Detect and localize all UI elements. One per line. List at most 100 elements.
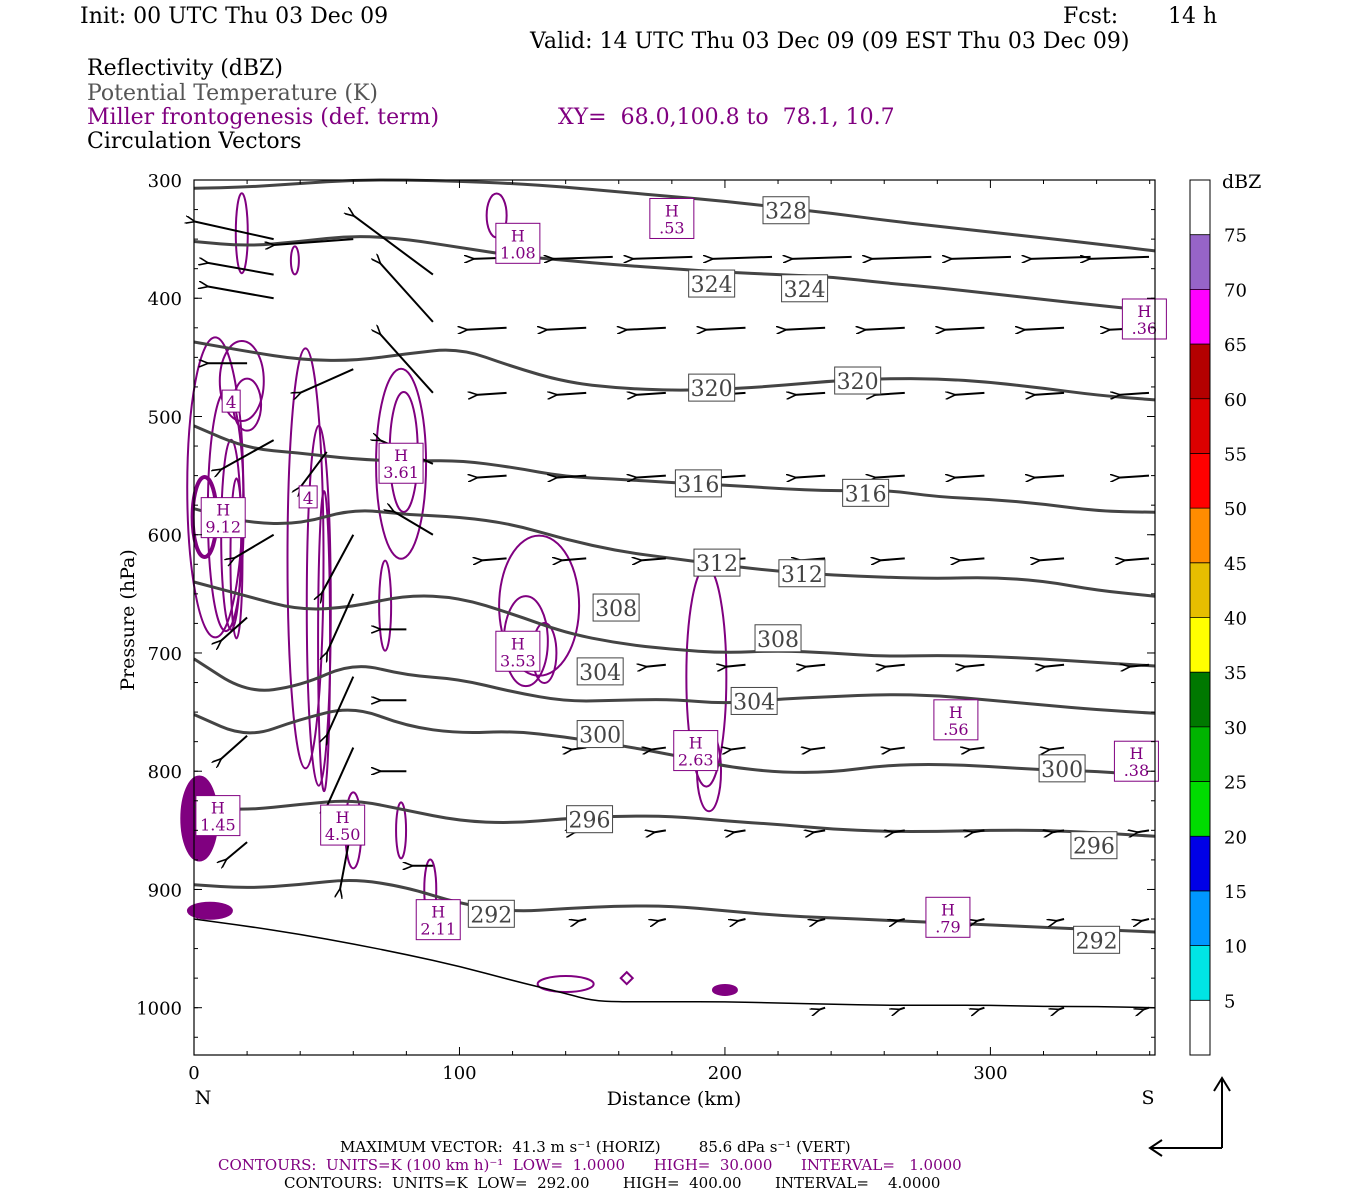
colorbar-swatch	[1190, 890, 1210, 946]
circulation-vector	[1034, 476, 1065, 478]
frontogenesis-max-label: H.38	[1113, 740, 1159, 782]
colorbar-label: 75	[1224, 226, 1247, 247]
circulation-vector	[813, 830, 826, 832]
frontogenesis-max-label: H2.11	[415, 899, 461, 941]
circulation-vector	[712, 257, 773, 259]
max-value-text: 1.08	[500, 243, 536, 262]
colorbar-swatch	[1190, 1000, 1210, 1055]
frontogenesis-contour	[536, 975, 595, 994]
circulation-vector	[1119, 476, 1150, 478]
colorbar-label: 60	[1224, 390, 1247, 411]
theta-label-text: 324	[784, 278, 826, 303]
colorbar-swatch	[1190, 562, 1210, 618]
x-axis-title: Distance (km)	[607, 1088, 742, 1110]
legend-theta: Potential Temperature (K)	[87, 81, 378, 106]
theta-label: 292	[467, 899, 515, 928]
frontogenesis-max-label: H.36	[1121, 298, 1167, 340]
x-tick-label: 100	[442, 1063, 476, 1084]
circulation-vector	[705, 328, 746, 330]
theta-label-text: 296	[569, 809, 611, 834]
colorbar-swatch	[1190, 617, 1210, 673]
max-value-text: .38	[1124, 761, 1149, 780]
circulation-vector	[954, 393, 985, 395]
circulation-vector	[899, 1006, 906, 1010]
frontogenesis-max-label: H.53	[649, 197, 695, 239]
colorbar-label: 45	[1224, 554, 1247, 575]
theta-label: 316	[674, 469, 722, 498]
circulation-vector	[321, 534, 355, 594]
max-value-text: 3.61	[383, 463, 419, 482]
circulation-vector	[477, 476, 507, 478]
frontogenesis-max-label: H3.61	[378, 442, 424, 484]
y-tick-label: 700	[148, 644, 182, 665]
terrain-surface	[193, 918, 1156, 1009]
circulation-vector	[1137, 830, 1150, 832]
circulation-vector	[380, 334, 434, 394]
colorbar-label: 5	[1224, 991, 1235, 1012]
circulation-vector	[221, 734, 248, 760]
frontogenesis-contour	[395, 801, 408, 860]
max-value-text: .56	[943, 720, 968, 739]
max-h-marker: H	[431, 903, 445, 922]
circulation-vector	[885, 665, 905, 667]
circulation-vector	[730, 748, 746, 750]
footer-contours-theta: CONTOURS: UNITS=K LOW= 292.00 HIGH= 400.…	[284, 1174, 941, 1192]
circulation-vector	[890, 748, 905, 750]
circulation-vector	[795, 393, 826, 395]
y-tick-label: 600	[148, 526, 182, 547]
max-h-marker: H	[941, 900, 955, 919]
circulation-vector	[578, 918, 587, 921]
max-value-text: 2.11	[420, 920, 456, 939]
circulation-vector	[327, 593, 355, 653]
init-time: Init: 00 UTC Thu 03 Dec 09	[80, 4, 389, 29]
max-h-marker: H	[216, 501, 230, 520]
frontogenesis-max-label: H.79	[925, 896, 971, 938]
theta-contour-324	[193, 235, 1156, 313]
max-value-text: 3.53	[500, 651, 536, 670]
theta-contour-320	[193, 340, 1156, 402]
max-value-text: 9.12	[205, 518, 241, 537]
circulation-vector	[944, 328, 985, 330]
circulation-vector	[1049, 748, 1065, 750]
circulation-vector	[865, 328, 905, 330]
max-value-text: .53	[659, 218, 684, 237]
circulation-vector	[194, 221, 274, 241]
circulation-vector	[1034, 393, 1065, 395]
theta-label-text: 304	[733, 690, 775, 715]
theta-label: 320	[688, 373, 736, 402]
circulation-vector	[875, 476, 905, 478]
frontogenesis-max-label: H.56	[933, 699, 979, 741]
theta-label: 324	[688, 269, 736, 298]
reference-vector-icon	[1148, 1076, 1231, 1157]
circulation-vector	[226, 841, 248, 860]
circulation-vector	[972, 830, 985, 832]
max-h-marker: H	[1129, 744, 1143, 763]
theta-label: 312	[693, 548, 741, 577]
circulation-vector	[951, 257, 1011, 259]
colorbar-swatch	[1190, 508, 1210, 563]
theta-label: 296	[566, 805, 614, 834]
circulation-vector	[393, 511, 434, 536]
theta-label-text: 316	[845, 482, 887, 507]
circulation-vector	[792, 257, 852, 259]
circulation-vector	[893, 830, 905, 832]
circulation-vector	[819, 1006, 826, 1010]
theta-label-text: 316	[677, 473, 719, 498]
colorbar-label: 25	[1224, 773, 1247, 794]
theta-contour-292	[193, 879, 1156, 934]
frontogenesis-contour	[378, 559, 393, 652]
circulation-vector	[274, 238, 354, 245]
circulation-vector	[1124, 558, 1150, 560]
theta-contour-304	[193, 657, 1156, 715]
colorbar-label: 10	[1224, 937, 1247, 958]
circulation-vector	[327, 747, 355, 807]
circulation-vector	[636, 393, 666, 395]
max-h-marker: H	[336, 808, 350, 827]
colorbar-swatch	[1190, 726, 1210, 782]
circulation-vector	[805, 665, 826, 667]
max-h-marker: H	[511, 634, 525, 653]
theta-label-text: 328	[765, 200, 807, 225]
circulation-vector	[234, 533, 275, 559]
circulation-vector	[546, 328, 587, 330]
frontogenesis-max-label: H1.45	[195, 795, 241, 837]
